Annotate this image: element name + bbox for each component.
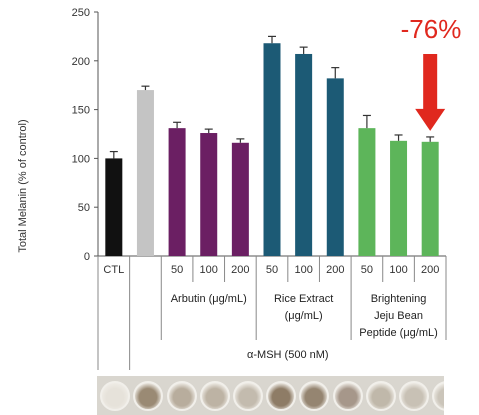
sample-wells-photo	[97, 376, 444, 415]
group-label: (μg/mL)	[285, 310, 323, 322]
bar	[231, 142, 249, 256]
y-tick-label: 0	[84, 251, 90, 263]
x-tick-label: 50	[171, 264, 183, 276]
group-label: Brightening	[371, 293, 427, 305]
group-label: Arbutin (μg/mL)	[171, 293, 247, 305]
sample-well	[100, 380, 131, 411]
y-tick-label: 100	[72, 153, 90, 165]
bar	[136, 90, 154, 256]
y-tick-label: 200	[72, 56, 90, 68]
x-tick-label: CTL	[103, 264, 124, 276]
x-tick-label: 100	[294, 264, 312, 276]
sample-well	[166, 380, 197, 411]
treatment-label: α-MSH (500 nM)	[247, 349, 329, 361]
sample-well	[266, 380, 297, 411]
bar	[200, 133, 218, 256]
y-tick-label: 50	[78, 202, 90, 214]
bar	[358, 128, 376, 256]
bar	[421, 141, 439, 256]
bar	[390, 140, 408, 256]
x-tick-label: 100	[200, 264, 218, 276]
x-tick-label: 200	[326, 264, 344, 276]
x-tick-label: 50	[266, 264, 278, 276]
sample-well	[232, 380, 263, 411]
bar	[295, 53, 313, 256]
down-arrow-icon	[415, 54, 446, 131]
x-tick-label: 100	[389, 264, 407, 276]
y-tick-label: 250	[72, 7, 90, 19]
reduction-annotation: -76%	[401, 14, 462, 44]
bar	[326, 78, 344, 256]
sample-well	[299, 380, 330, 411]
group-label: Peptide (μg/mL)	[359, 327, 437, 339]
group-label: Jeju Bean	[374, 310, 423, 322]
x-tick-label: 50	[361, 264, 373, 276]
sample-well	[133, 380, 164, 411]
sample-well	[332, 380, 363, 411]
sample-well	[432, 380, 444, 411]
x-tick-label: 200	[231, 264, 249, 276]
x-tick-label: 200	[421, 264, 439, 276]
sample-well	[398, 380, 429, 411]
y-tick-label: 150	[72, 105, 90, 117]
bar	[263, 43, 281, 257]
sample-well	[199, 380, 230, 411]
sample-well	[365, 380, 396, 411]
bar	[105, 158, 123, 256]
bar	[168, 128, 186, 256]
y-axis-title: Total Melanin (% of control)	[17, 119, 29, 252]
group-label: Rice Extract	[274, 293, 333, 305]
